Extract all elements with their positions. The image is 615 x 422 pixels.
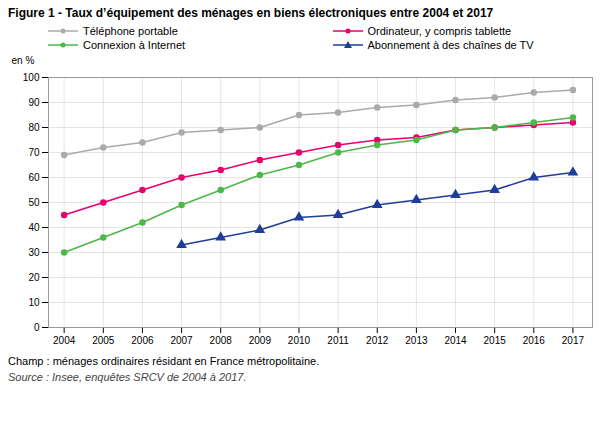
svg-text:50: 50 xyxy=(28,197,40,208)
svg-text:60: 60 xyxy=(28,172,40,183)
html-text:Source : Insee, enquêtes SRCV: Source : Insee, enquêtes SRCV de 2004 à … xyxy=(8,370,247,383)
svg-text:2015: 2015 xyxy=(484,335,507,346)
html-text:Connexion à Internet: Connexion à Internet xyxy=(83,39,186,51)
html-text:Figure 1 - Taux d’équipement d: Figure 1 - Taux d’équipement des ménages… xyxy=(8,6,494,20)
svg-text:2004: 2004 xyxy=(53,335,76,346)
svg-text:2013: 2013 xyxy=(405,335,428,346)
svg-text:70: 70 xyxy=(28,147,40,158)
svg-text:2011: 2011 xyxy=(327,335,349,346)
html-text:Champ : ménages ordinaires rés: Champ : ménages ordinaires résidant en F… xyxy=(8,355,320,367)
svg-text:2007: 2007 xyxy=(170,335,193,346)
svg-text:80: 80 xyxy=(28,122,40,133)
svg-text:2005: 2005 xyxy=(92,335,115,346)
html-text:Téléphone portable: Téléphone portable xyxy=(83,25,178,37)
svg-text:en %: en % xyxy=(12,55,35,66)
svg-text:10: 10 xyxy=(28,297,40,308)
svg-text:2008: 2008 xyxy=(210,335,233,346)
svg-text:40: 40 xyxy=(28,222,40,233)
svg-text:2010: 2010 xyxy=(288,335,311,346)
svg-text:30: 30 xyxy=(28,247,40,258)
html-text:Ordinateur, y compris tablette: Ordinateur, y compris tablette xyxy=(367,25,512,37)
svg-text:2017: 2017 xyxy=(562,335,585,346)
svg-text:2009: 2009 xyxy=(249,335,272,346)
svg-text:2006: 2006 xyxy=(131,335,154,346)
svg-text:20: 20 xyxy=(28,272,40,283)
svg-text:2014: 2014 xyxy=(444,335,467,346)
svg-text:0: 0 xyxy=(34,322,40,333)
svg-text:100: 100 xyxy=(23,72,40,83)
svg-text:90: 90 xyxy=(28,97,40,108)
html-text:Abonnement à des chaînes de TV: Abonnement à des chaînes de TV xyxy=(367,39,534,51)
svg-text:2016: 2016 xyxy=(523,335,546,346)
svg-text:2012: 2012 xyxy=(366,335,389,346)
